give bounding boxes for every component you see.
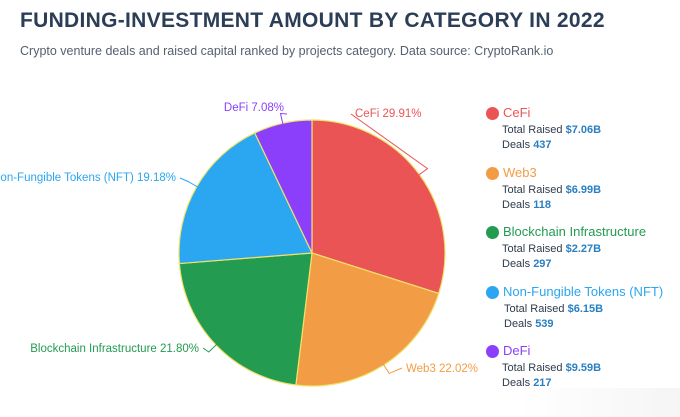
legend-name-web3: Web3 (503, 164, 537, 180)
legend-raised-defi: Total Raised $9.59B (502, 362, 602, 374)
slice-label-2: Blockchain Infrastructure 21.80% (30, 343, 199, 355)
bottom-fade (520, 388, 680, 417)
legend-deals-blockchain-infrastructure: Deals 297 (502, 258, 552, 270)
leader-line-4 (279, 112, 288, 126)
legend-dot-blockchain-infrastructure (486, 226, 499, 239)
legend: CeFi Total Raised $7.06B Deals 437 Web3 … (486, 104, 676, 402)
legend-deals-cefi: Deals 437 (502, 139, 552, 151)
legend-raised-blockchain-infrastructure: Total Raised $2.27B (502, 243, 602, 255)
leader-line-0 (350, 113, 429, 177)
legend-item-defi[interactable]: DeFi Total Raised $9.59B Deals 217 (486, 342, 676, 402)
legend-raised-nft: Total Raised $6.15B (504, 302, 604, 315)
chart-subtitle: Crypto venture deals and raised capital … (20, 44, 554, 58)
legend-item-blockchain-infrastructure[interactable]: Blockchain Infrastructure Total Raised $… (486, 223, 676, 283)
legend-raised-cefi: Total Raised $7.06B (502, 124, 602, 136)
legend-item-web3[interactable]: Web3 Total Raised $6.99B Deals 118 (486, 164, 676, 224)
slice-label-3: Non-Fungible Tokens (NFT) 19.18% (0, 172, 176, 184)
legend-raised-web3: Total Raised $6.99B (502, 183, 602, 196)
legend-name-blockchain-infrastructure: Blockchain Infrastructure (503, 224, 647, 239)
legend-dot-defi (486, 345, 499, 358)
legend-item-nft[interactable]: Non-Fungible Tokens (NFT) Total Raised $… (486, 283, 676, 343)
leader-line-2 (202, 343, 218, 353)
legend-name-defi: DeFi (503, 343, 531, 358)
leader-line-1 (382, 363, 403, 375)
legend-deals-web3: Deals 118 (502, 198, 551, 211)
slice-label-0: CeFi 29.91% (355, 108, 421, 120)
slice-label-1: Web3 22.02% (406, 363, 478, 375)
legend-name-cefi: CeFi (503, 105, 531, 120)
legend-name-nft: Non-Fungible Tokens (NFT) (503, 283, 664, 299)
leader-line-3 (179, 177, 199, 188)
legend-item-cefi[interactable]: CeFi Total Raised $7.06B Deals 437 (486, 104, 676, 164)
chart-title: FUNDING-INVESTMENT AMOUNT BY CATEGORY IN… (20, 9, 605, 32)
legend-dot-nft (486, 285, 499, 299)
legend-dot-web3 (486, 166, 499, 180)
legend-deals-defi: Deals 217 (502, 377, 552, 389)
legend-dot-cefi (486, 107, 499, 120)
legend-deals-nft: Deals 539 (504, 317, 554, 330)
pie-slice-blockchain-infrastructure[interactable] (178, 252, 313, 386)
slice-label-4: DeFi 7.08% (224, 102, 284, 114)
